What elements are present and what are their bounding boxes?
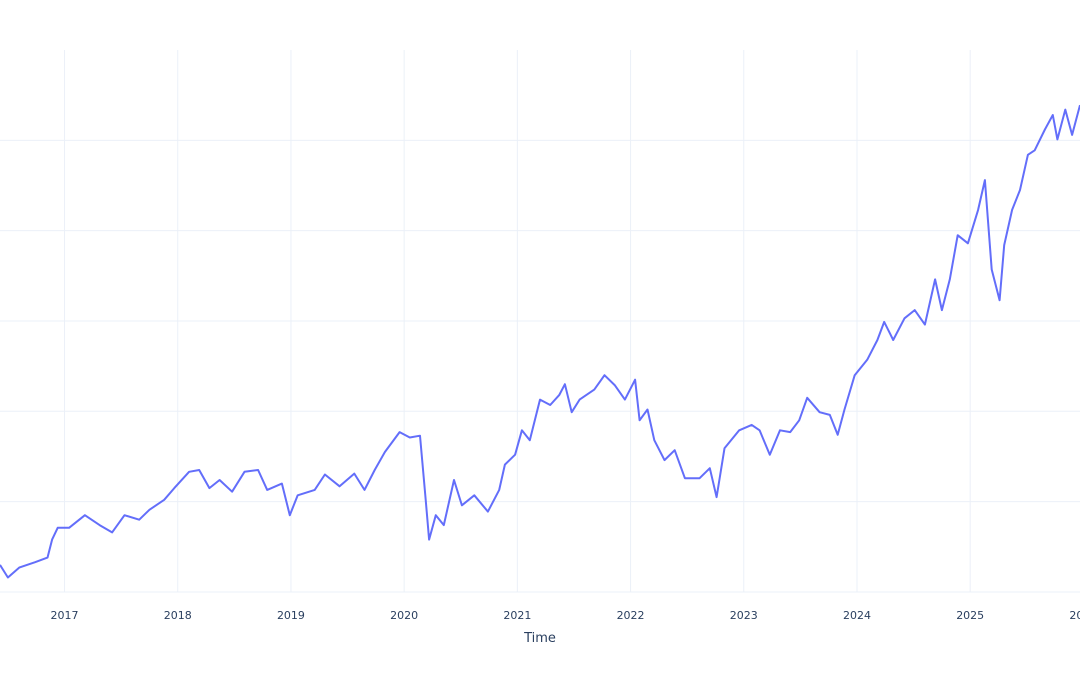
x-tick-label: 2022 xyxy=(617,609,645,622)
x-tick-label: 2021 xyxy=(503,609,531,622)
x-tick-label: 2024 xyxy=(843,609,871,622)
grid xyxy=(0,50,1080,593)
x-tick-label: 2017 xyxy=(51,609,79,622)
x-tick-label: 2026 xyxy=(1069,609,1080,622)
x-tick-label: 2018 xyxy=(164,609,192,622)
x-tick-label: 2019 xyxy=(277,609,305,622)
x-tick-label: 2023 xyxy=(730,609,758,622)
x-axis-title: Time xyxy=(523,631,556,646)
x-tick-label: 2020 xyxy=(390,609,418,622)
line-series xyxy=(0,104,1080,579)
x-tick-label: 2025 xyxy=(956,609,984,622)
